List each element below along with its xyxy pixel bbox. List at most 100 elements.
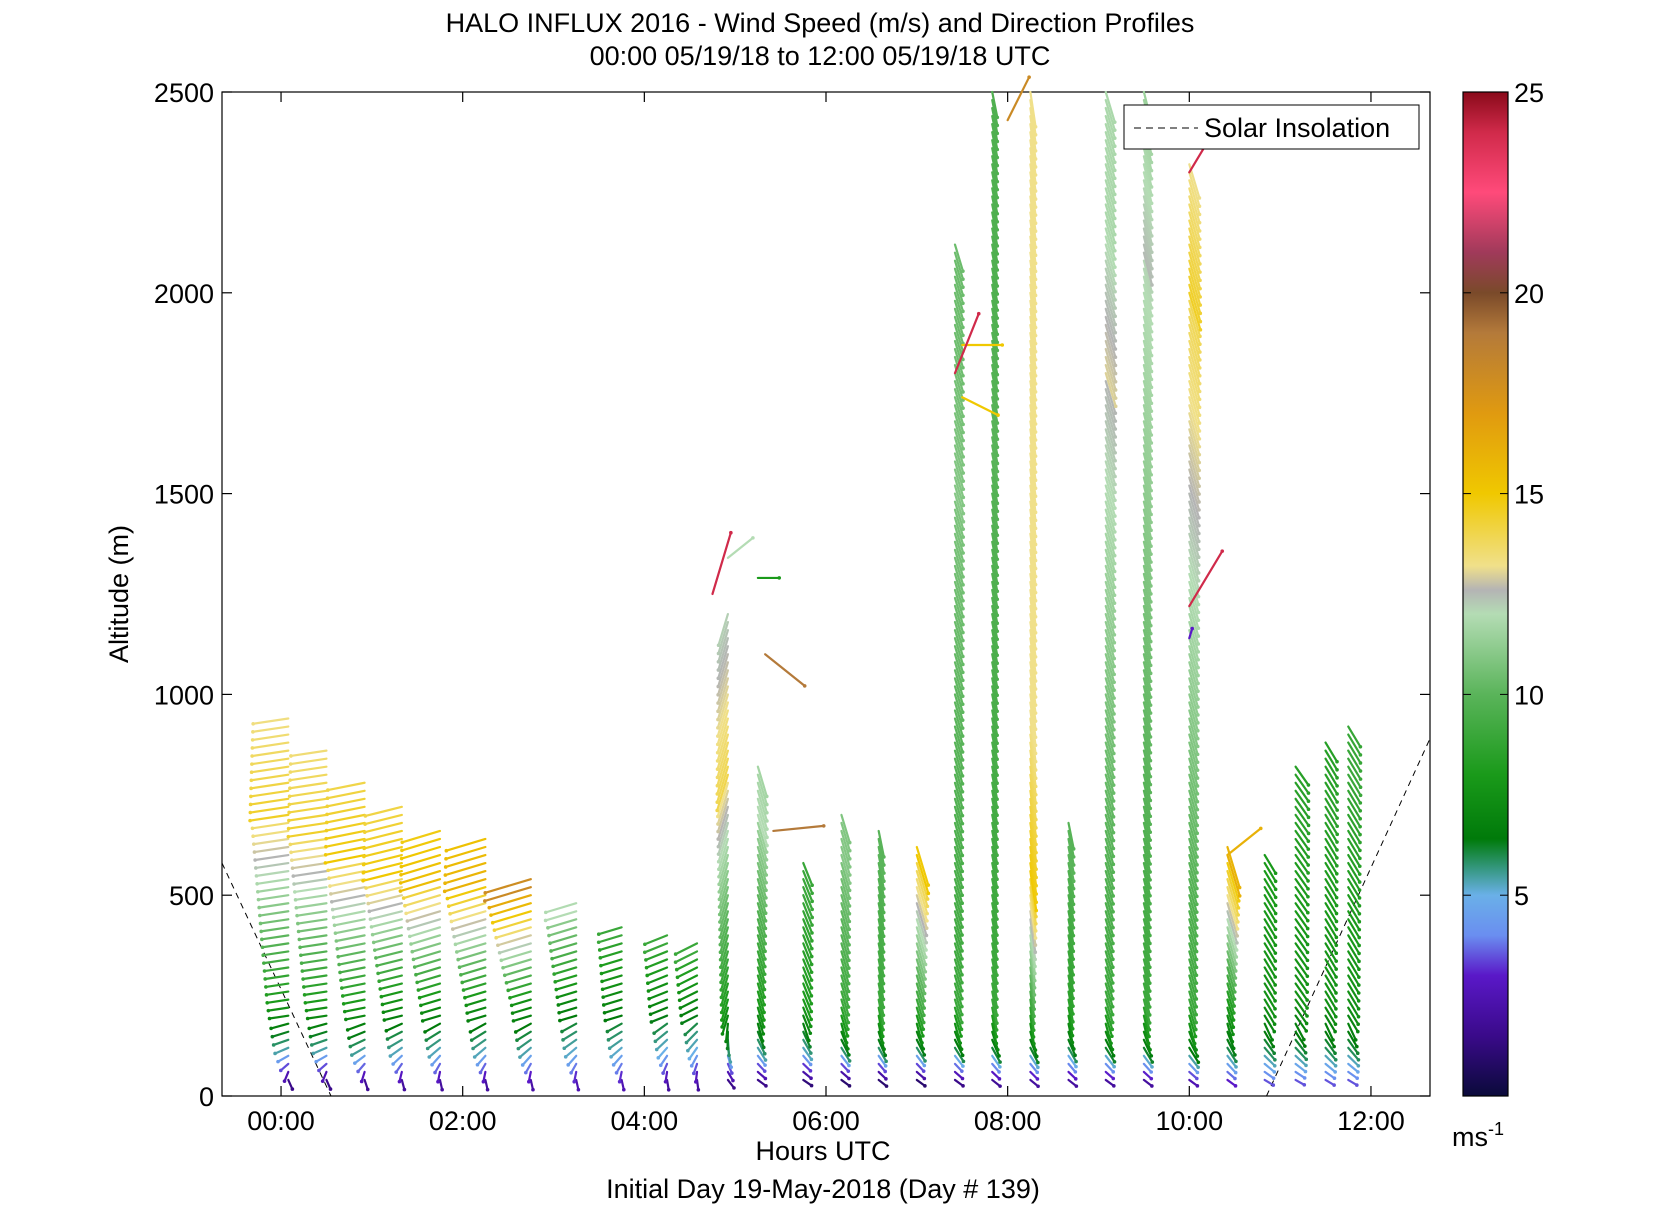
wind-vector <box>877 918 886 946</box>
wind-vector <box>527 1070 532 1084</box>
wind-vector <box>1188 524 1201 559</box>
wind-vector <box>756 797 769 831</box>
wind-vector <box>756 1038 767 1056</box>
wind-vector <box>347 1030 366 1040</box>
wind-vector <box>840 950 851 978</box>
wind-vector <box>718 934 730 962</box>
wind-vector <box>1263 998 1277 1019</box>
wind-vector <box>991 508 1000 538</box>
wind-vector <box>1142 765 1153 795</box>
wind-vector <box>720 1014 730 1036</box>
wind-vector <box>264 990 290 997</box>
wind-vector <box>1142 540 1153 572</box>
wind-vector <box>953 588 965 619</box>
wind-vector <box>653 1030 669 1044</box>
wind-vector <box>953 974 964 1001</box>
wind-vector <box>644 958 669 970</box>
wind-vector <box>1104 797 1116 827</box>
wind-vector <box>953 797 965 826</box>
wind-vector <box>1347 998 1361 1019</box>
wind-vector <box>953 837 965 866</box>
wind-vector <box>1029 187 1038 225</box>
wind-vector <box>1294 870 1310 891</box>
wind-vector <box>464 998 487 1008</box>
wind-vector <box>953 604 965 635</box>
wind-vector <box>1029 781 1038 822</box>
wind-vector <box>1029 637 1038 675</box>
wind-vector <box>1324 797 1339 820</box>
wind-vector <box>802 942 814 967</box>
wind-vector <box>297 934 328 942</box>
wind-vector <box>329 894 366 904</box>
wind-vector <box>1188 516 1201 552</box>
wind-vector <box>991 1046 1002 1064</box>
wind-vector <box>481 1070 487 1084</box>
wind-vector <box>953 966 964 993</box>
wind-vector <box>756 894 768 923</box>
wind-vector <box>717 853 730 887</box>
wind-vector <box>953 428 966 459</box>
wind-vector <box>293 894 328 902</box>
wind-vector <box>1104 516 1117 550</box>
wind-vector <box>543 910 578 923</box>
wind-vector <box>1347 789 1363 813</box>
wind-vector <box>1324 1030 1336 1049</box>
wind-vector <box>802 894 815 920</box>
wind-vector <box>726 1078 736 1090</box>
wind-vector <box>1188 845 1199 875</box>
wind-vector <box>324 837 366 849</box>
wind-vector <box>840 829 852 861</box>
wind-vector <box>1029 588 1038 627</box>
wind-vector <box>678 998 699 1010</box>
wind-vector <box>1029 797 1038 838</box>
wind-vector <box>1104 926 1115 954</box>
wind-vector <box>716 789 730 826</box>
wind-vector <box>1347 894 1362 916</box>
wind-vector <box>377 974 403 983</box>
wind-vector <box>1142 653 1153 684</box>
wind-vector <box>991 460 1000 490</box>
wind-vector <box>953 1070 965 1081</box>
wind-vector <box>1104 789 1116 819</box>
wind-vector <box>1263 886 1278 908</box>
colorbar-tick-label: 20 <box>1514 279 1544 309</box>
wind-vector <box>1188 853 1199 883</box>
wind-vector <box>1347 749 1363 773</box>
wind-vector <box>991 476 1000 506</box>
wind-vector <box>673 950 699 964</box>
wind-vector <box>1029 315 1038 354</box>
wind-vector <box>1104 1046 1117 1064</box>
wind-vector <box>288 781 328 791</box>
wind-vector <box>603 1014 623 1023</box>
wind-vector <box>1029 380 1038 418</box>
wind-vector <box>1263 1006 1277 1026</box>
wind-vector <box>1029 171 1038 209</box>
wind-vector <box>1029 789 1038 830</box>
wind-vector <box>443 853 487 869</box>
wind-vector <box>1142 372 1154 406</box>
wind-vector <box>915 990 926 1018</box>
wind-vector <box>877 942 886 970</box>
wind-vector <box>1188 1062 1200 1075</box>
wind-vector <box>1188 934 1199 962</box>
x-tick-label: 04:00 <box>611 1106 679 1136</box>
wind-vector <box>953 870 965 898</box>
wind-vector <box>726 1062 734 1075</box>
wind-vector <box>1029 693 1038 732</box>
wind-vector <box>1188 645 1200 678</box>
wind-vector <box>1188 315 1202 354</box>
wind-vector <box>1029 404 1038 442</box>
wind-vector <box>953 958 964 985</box>
wind-vector <box>1188 894 1199 922</box>
wind-vector <box>1188 604 1201 638</box>
wind-vector <box>991 637 1000 666</box>
wind-vector <box>1188 307 1202 347</box>
y-tick-label: 0 <box>199 1082 214 1112</box>
wind-vector <box>350 1046 366 1057</box>
wind-vector <box>756 1022 765 1043</box>
wind-vector <box>1104 492 1117 526</box>
wind-vector <box>1226 894 1240 931</box>
wind-vector <box>1104 404 1118 439</box>
wind-vector <box>1104 733 1116 764</box>
wind-vector <box>991 532 1000 562</box>
